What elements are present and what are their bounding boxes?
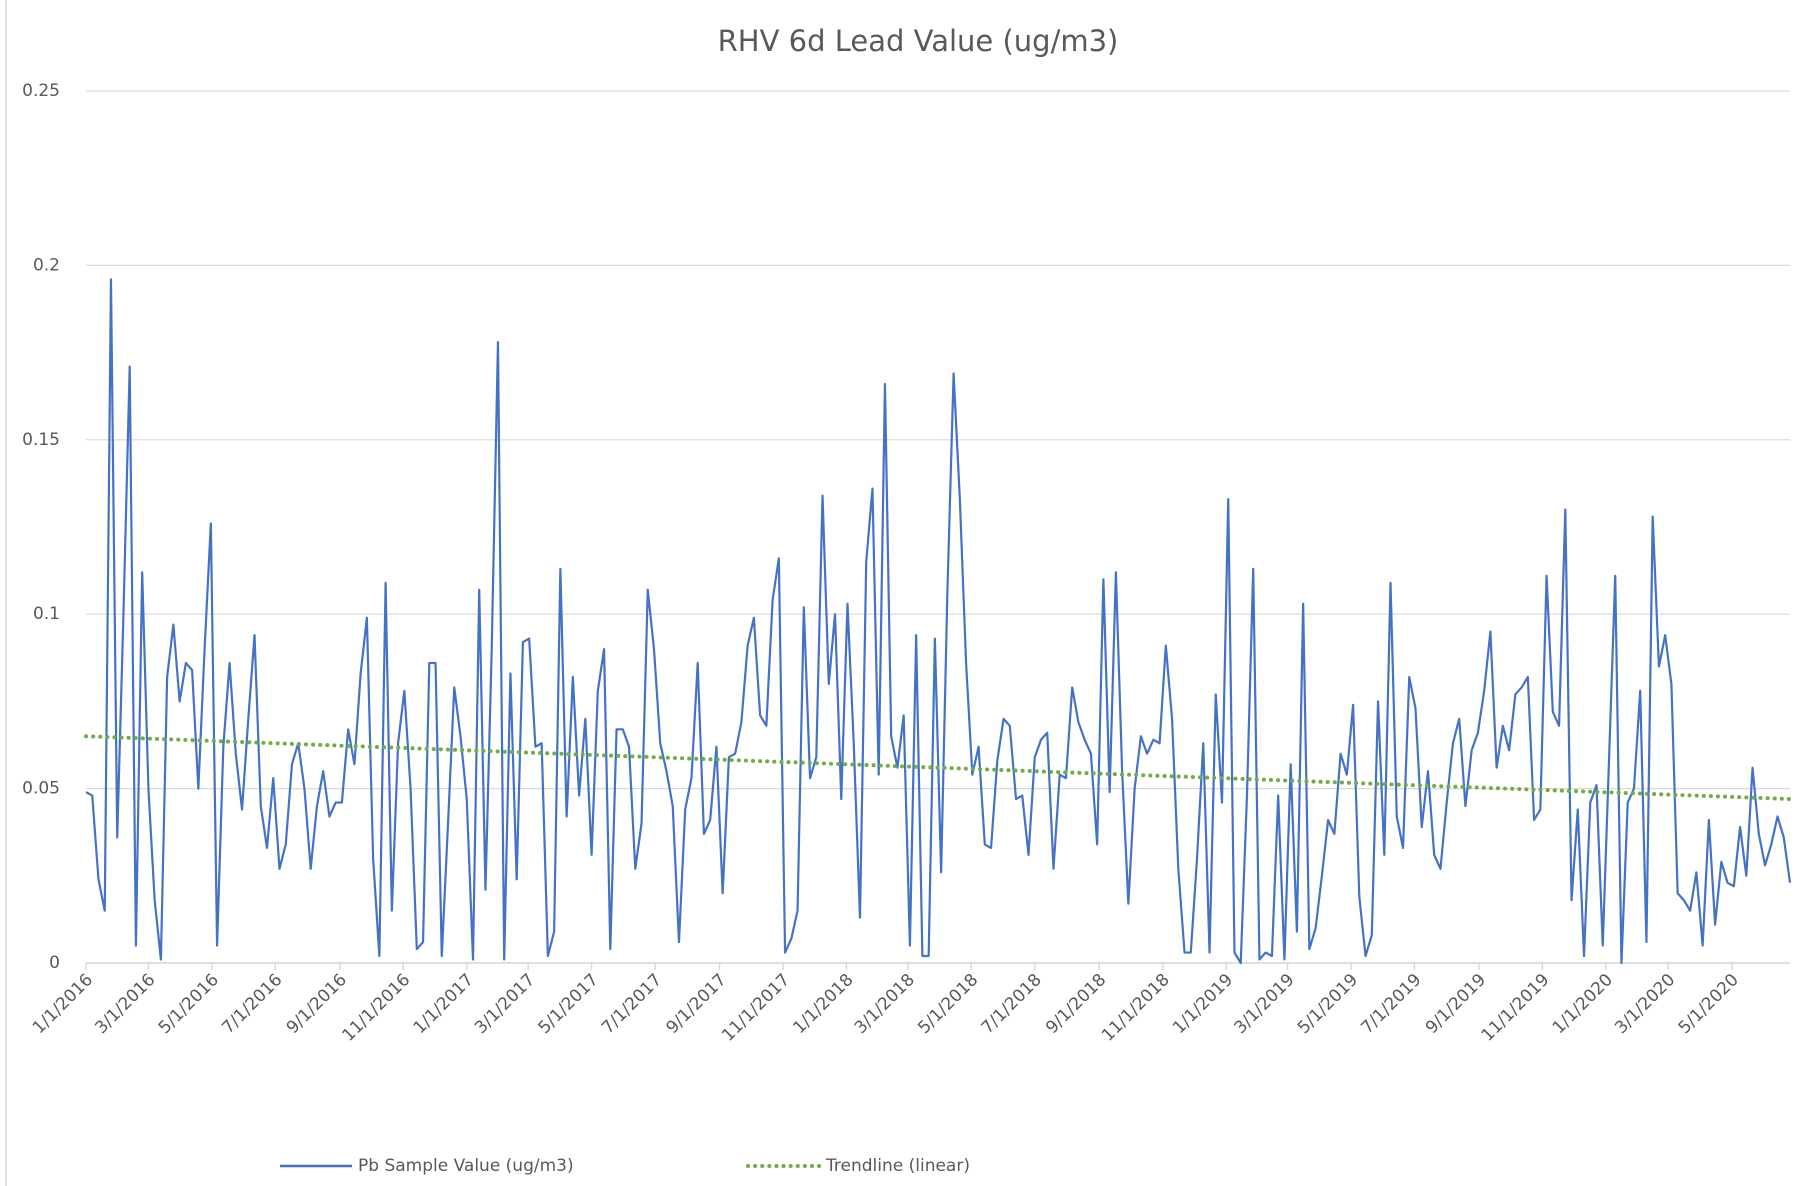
y-tick-label: 0.25 xyxy=(22,81,60,101)
y-tick-label: 0.1 xyxy=(33,604,60,624)
y-tick-label: 0 xyxy=(49,953,60,973)
y-tick-label: 0.05 xyxy=(22,779,60,799)
trendline xyxy=(84,734,1792,802)
legend-label: Pb Sample Value (ug/m3) xyxy=(358,1156,574,1176)
series-line xyxy=(85,278,1792,965)
y-tick-label: 0.15 xyxy=(22,430,60,450)
legend-label: Trendline (linear) xyxy=(825,1156,970,1176)
chart-title: RHV 6d Lead Value (ug/m3) xyxy=(718,24,1119,58)
y-tick-label: 0.2 xyxy=(33,255,60,275)
